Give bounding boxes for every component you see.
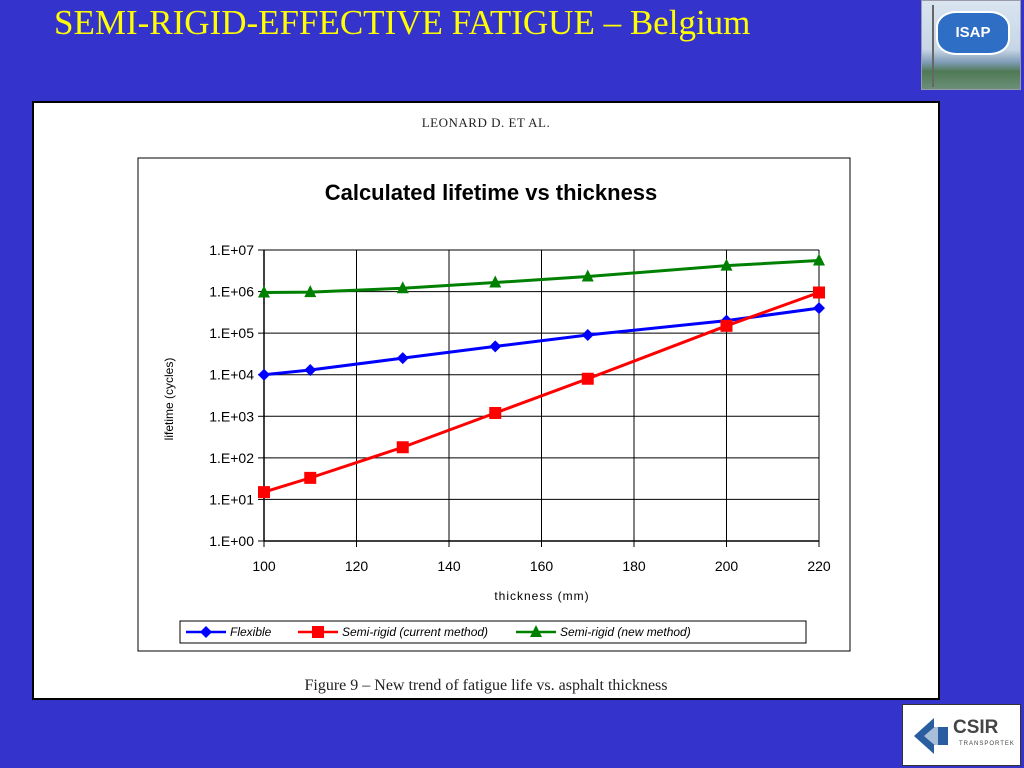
data-point	[396, 281, 409, 294]
csir-sub-label: TRANSPORTEK	[959, 741, 1015, 747]
data-point	[813, 302, 825, 315]
data-point	[304, 363, 317, 376]
y-tick-label: 1.E+05	[209, 325, 254, 341]
data-point	[396, 441, 409, 454]
x-tick-label: 100	[252, 558, 276, 574]
data-point	[489, 406, 502, 419]
figure-header: LEONARD D. ET AL.	[421, 115, 551, 130]
legend-label: Semi-rigid (new method)	[560, 625, 691, 639]
data-point	[813, 253, 825, 266]
data-point	[581, 269, 594, 282]
x-tick-label: 180	[622, 558, 646, 574]
legend: Flexible Semi-rigid (current method) Semi-…	[179, 620, 807, 644]
data-point	[720, 319, 733, 332]
series-layer	[258, 253, 825, 499]
data-point	[489, 275, 502, 288]
data-point	[304, 471, 317, 484]
legend-label: Flexible	[230, 625, 272, 639]
series-semi-rigid-current-method	[258, 286, 825, 499]
y-tick-label: 1.E+02	[209, 450, 254, 466]
data-point	[258, 486, 270, 499]
legend-label: Semi-rigid (current method)	[342, 625, 488, 639]
csir-arrows-icon	[914, 718, 948, 754]
data-point	[200, 626, 212, 638]
chart-title: Calculated lifetime vs thickness	[325, 180, 658, 205]
data-point	[720, 258, 733, 271]
x-tick-label: 120	[345, 558, 369, 574]
x-tick-label: 200	[715, 558, 739, 574]
x-axis-label: thickness (mm)	[494, 589, 589, 603]
data-point	[258, 285, 270, 298]
y-tick-label: 1.E+00	[209, 533, 254, 549]
csir-label: CSIR	[953, 717, 999, 738]
data-point	[581, 329, 594, 342]
chart-frame	[137, 157, 851, 652]
y-tick-label: 1.E+03	[209, 408, 254, 424]
isap-logo: ISAP	[921, 0, 1021, 90]
legend-box	[179, 620, 807, 644]
x-tick-label: 220	[807, 558, 831, 574]
data-point	[312, 626, 324, 638]
flag-pole	[932, 5, 934, 87]
slide-title: SEMI-RIGID-EFFECTIVE FATIGUE – Belgium	[54, 3, 751, 42]
csir-logo: CSIR TRANSPORTEK	[902, 704, 1021, 766]
data-point	[304, 285, 317, 298]
data-point	[813, 286, 825, 299]
y-tick-label: 1.E+06	[209, 284, 254, 300]
data-point	[258, 368, 270, 381]
series-semi-rigid-new-method	[258, 253, 825, 298]
data-point	[530, 625, 542, 637]
data-point	[489, 340, 502, 353]
y-tick-label: 1.E+04	[209, 367, 254, 383]
y-axis-label: lifetime (cycles)	[162, 358, 176, 441]
data-point	[581, 372, 594, 385]
y-tick-label: 1.E+01	[209, 491, 254, 507]
figure-panel: LEONARD D. ET AL. Calculated lifetime vs…	[32, 101, 940, 700]
chart: Calculated lifetime vs thickness thickne…	[137, 157, 851, 652]
y-tick-label: 1.E+07	[209, 242, 254, 258]
grid: 1.E+00 1.E+01 1.E+02 1.E+03 1.E+04 1.E+05 1.E+…	[209, 242, 831, 574]
isap-flag-icon: ISAP	[936, 11, 1010, 55]
figure-caption: Figure 9 – New trend of fatigue life vs.…	[304, 677, 668, 694]
data-point	[396, 352, 409, 365]
x-tick-label: 140	[437, 558, 461, 574]
x-tick-label: 160	[530, 558, 554, 574]
